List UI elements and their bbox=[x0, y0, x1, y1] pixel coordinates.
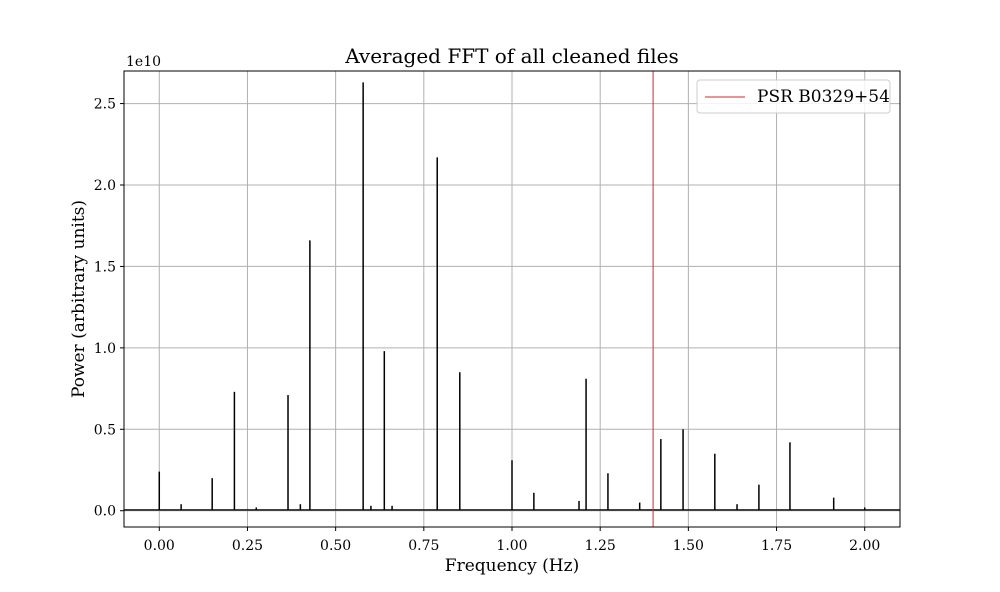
y-tick-label: 1.5 bbox=[94, 259, 116, 275]
y-tick-label: 2.5 bbox=[94, 97, 116, 113]
chart-title: Averaged FFT of all cleaned files bbox=[344, 44, 678, 68]
x-tick-label: 2.00 bbox=[849, 538, 880, 554]
y-tick-label: 1.0 bbox=[94, 341, 116, 357]
y-tick-label: 0.5 bbox=[94, 422, 116, 438]
grid-lines bbox=[124, 71, 900, 527]
x-tick-label: 1.75 bbox=[761, 538, 792, 554]
legend: PSR B0329+54 bbox=[696, 79, 891, 114]
y-axis-label: Power (arbitrary units) bbox=[69, 200, 89, 398]
x-axis-label: Frequency (Hz) bbox=[445, 556, 579, 576]
legend-label-psr: PSR B0329+54 bbox=[757, 87, 890, 107]
y-tick-label: 2.0 bbox=[94, 178, 116, 194]
x-tick-label: 0.00 bbox=[144, 538, 175, 554]
x-tick-label: 1.25 bbox=[585, 538, 616, 554]
axes: 0.00 0.25 0.50 0.75 1.00 1.25 1.50 1.75 2.00 0.0 0… bbox=[94, 70, 901, 554]
x-tick-label: 1.50 bbox=[673, 538, 704, 554]
x-tick-label: 0.50 bbox=[320, 538, 351, 554]
y-offset-label: 1e10 bbox=[126, 54, 161, 70]
y-tick-label: 0.0 bbox=[94, 504, 116, 520]
x-tick-label: 0.25 bbox=[232, 538, 263, 554]
plot-area bbox=[124, 71, 900, 527]
x-tick-label: 0.75 bbox=[408, 538, 439, 554]
x-tick-label: 1.00 bbox=[496, 538, 527, 554]
legend-box bbox=[696, 79, 891, 114]
